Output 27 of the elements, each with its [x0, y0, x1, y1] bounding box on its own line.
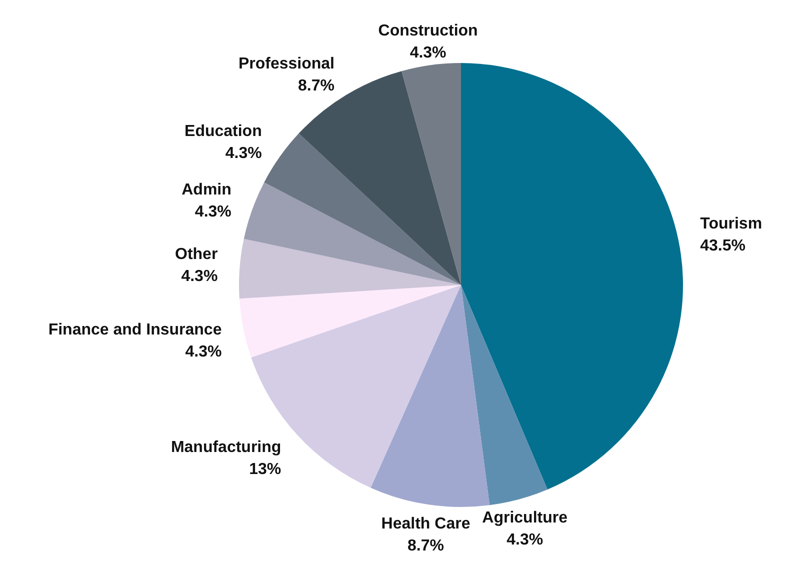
data-label: 4.3%: [410, 44, 446, 62]
slice-label: Education: [184, 123, 262, 140]
pie-slice: [370, 285, 490, 507]
slice-label: Finance and Insurance: [48, 322, 222, 339]
slice-label: Tourism: [700, 216, 762, 233]
pie-slice: [461, 285, 548, 506]
slice-label: Agriculture: [482, 510, 568, 527]
data-label: 4.3%: [194, 203, 232, 220]
data-label: 4.3%: [181, 268, 218, 285]
data-label: 43.5%: [700, 238, 746, 255]
pie-slice: [298, 71, 461, 285]
data-label: 4.3%: [506, 532, 544, 549]
data-label: 13%: [249, 460, 282, 478]
pie-slice: [239, 238, 461, 299]
slice-label: Health Care: [381, 515, 470, 532]
data-label: 8.7%: [408, 537, 444, 554]
pie-slice: [244, 182, 461, 285]
pie-slice: [239, 285, 461, 358]
slice-label: Professional: [238, 55, 334, 72]
slice-label: Manufacturing: [170, 438, 282, 456]
slice-label: Admin: [182, 181, 232, 198]
data-label: 4.3%: [225, 145, 262, 162]
slice-label: Other: [174, 246, 218, 263]
data-label: 8.7%: [298, 77, 334, 94]
pie-slice: [461, 63, 683, 490]
data-label: 4.3%: [185, 344, 222, 361]
slice-label: Construction: [378, 22, 478, 40]
